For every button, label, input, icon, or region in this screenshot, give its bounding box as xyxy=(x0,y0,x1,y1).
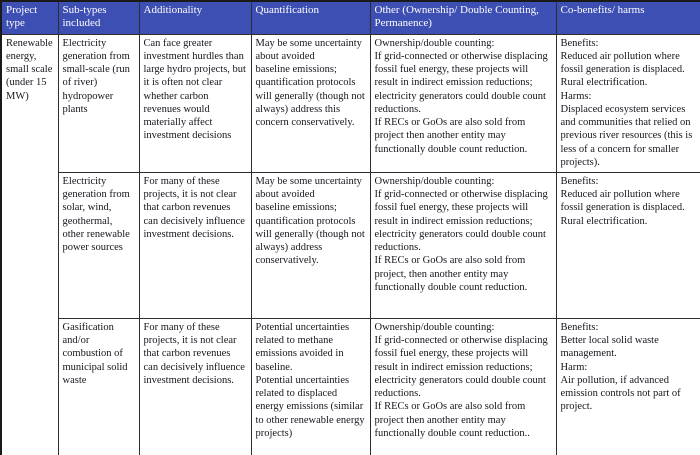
cell-quantification-solar-wind: May be some uncertainty about avoided ba… xyxy=(250,172,371,319)
cell-project-type: Renewable energy, small scale (under 15 … xyxy=(0,33,59,455)
table-row-solar-wind: Electricity generation from solar, wind,… xyxy=(1,172,700,319)
col-header-subtypes: Sub-types included xyxy=(57,0,140,35)
table-row-hydropower: Renewable energy, small scale (under 15 … xyxy=(0,33,700,455)
cell-other-solar-wind: Ownership/double counting: If grid-conne… xyxy=(369,172,557,319)
cell-quantification-hydropower: May be some uncertainty about avoided ba… xyxy=(250,33,371,174)
cell-additionality-solar-wind: For many of these projects, it is not cl… xyxy=(138,172,252,319)
table-row-msw: Gasification and/or combustion of munici… xyxy=(1,318,700,455)
cell-subtype-hydropower: Electricity generation from small-scale … xyxy=(57,33,140,174)
cell-other-hydropower: Ownership/double counting: If grid-conne… xyxy=(369,33,557,174)
cell-additionality-hydropower: Can face greater investment hurdles than… xyxy=(138,33,252,174)
col-header-quantification: Quantification xyxy=(250,0,371,35)
col-header-project-type: Project type xyxy=(0,0,59,35)
col-header-other: Other (Ownership/ Double Counting, Perma… xyxy=(369,0,557,35)
col-header-cobenefits: Co-benefits/ harms xyxy=(555,0,700,35)
cell-cobenefits-solar-wind: Benefits: Reduced air pollution where fo… xyxy=(555,172,700,319)
table-header-row: Project type Sub-types included Addition… xyxy=(0,0,700,35)
cell-cobenefits-hydropower: Benefits: Reduced air pollution where fo… xyxy=(555,33,700,174)
col-header-additionality: Additionality xyxy=(138,0,252,35)
cell-quantification-msw: Potential uncertainties related to metha… xyxy=(250,318,371,455)
cell-subtype-msw: Gasification and/or combustion of munici… xyxy=(57,318,140,455)
cell-other-msw: Ownership/double counting: If grid-conne… xyxy=(369,318,557,455)
cell-additionality-msw: For many of these projects, it is not cl… xyxy=(138,318,252,455)
cell-subtype-solar-wind: Electricity generation from solar, wind,… xyxy=(57,172,140,319)
cell-cobenefits-msw: Benefits: Better local solid waste manag… xyxy=(555,318,700,455)
